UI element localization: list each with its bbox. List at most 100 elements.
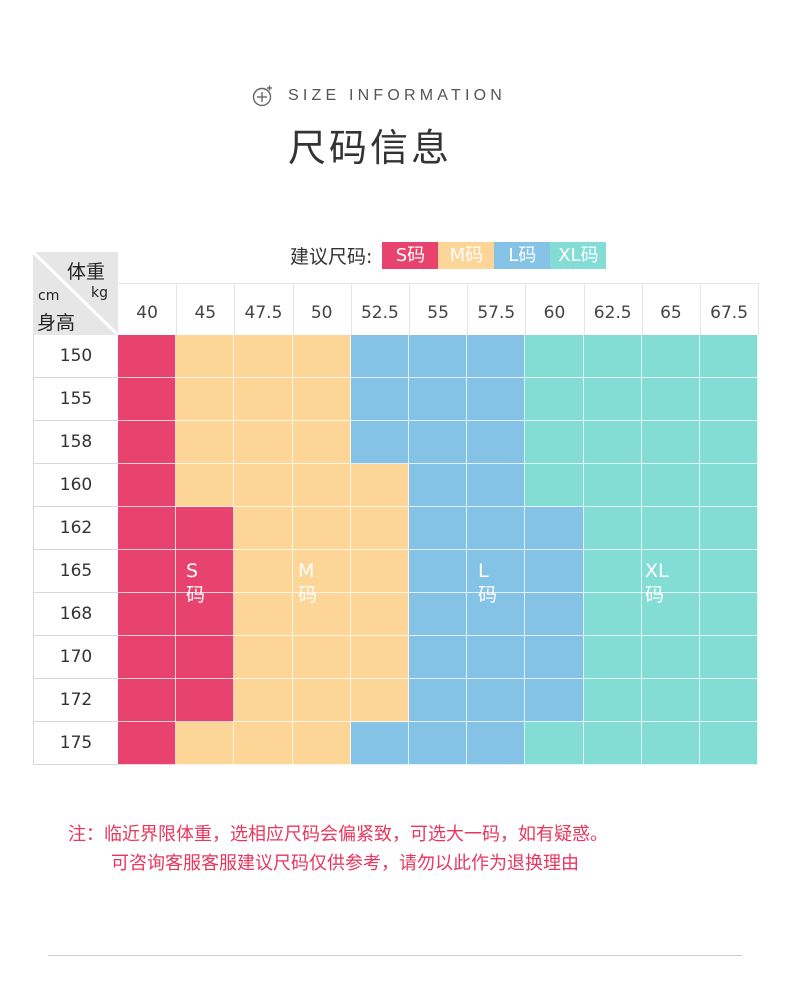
size-cell-xl <box>641 421 700 464</box>
size-cell-xl <box>641 507 700 550</box>
size-cell-s <box>176 636 235 679</box>
size-cell-l <box>409 378 468 421</box>
header-divider <box>118 283 758 284</box>
legend-chip-m: M码 <box>438 242 495 269</box>
size-cell-m <box>350 593 409 636</box>
height-row-header: 160 <box>33 464 118 507</box>
size-cell-xl <box>583 550 642 593</box>
size-cell-l <box>409 550 468 593</box>
size-cell-xl <box>700 722 759 765</box>
weight-column-header: 50 <box>293 283 352 335</box>
weight-column-header: 45 <box>176 283 236 335</box>
size-cell-xl <box>641 550 700 593</box>
size-cell-s <box>176 550 235 593</box>
size-cell-s <box>176 507 235 550</box>
legend-label: 建议尺码: <box>290 246 373 268</box>
size-cell-m <box>292 636 351 679</box>
size-cell-l <box>467 679 526 722</box>
weight-column-header: 57.5 <box>467 283 527 335</box>
size-cell-m <box>292 464 351 507</box>
size-cell-l <box>525 507 584 550</box>
height-row-header: 162 <box>33 507 118 550</box>
size-cell-l <box>409 593 468 636</box>
legend-chip-l: L码 <box>494 242 551 269</box>
size-cell-l <box>409 636 468 679</box>
size-cell-l <box>409 464 468 507</box>
size-cell-m <box>350 507 409 550</box>
size-cell-m <box>234 593 293 636</box>
size-cell-m <box>292 722 351 765</box>
size-cell-m <box>176 335 235 378</box>
size-cell-s <box>118 335 177 378</box>
size-cell-xl <box>700 378 759 421</box>
size-cell-m <box>234 636 293 679</box>
size-cell-xl <box>525 335 584 378</box>
size-cell-m <box>292 335 351 378</box>
size-cell-xl <box>525 421 584 464</box>
size-cell-s <box>118 679 177 722</box>
size-cell-s <box>118 464 177 507</box>
size-cell-l <box>467 378 526 421</box>
size-cell-l <box>409 335 468 378</box>
size-cell-m <box>292 378 351 421</box>
size-cell-m <box>234 335 293 378</box>
size-cell-m <box>234 679 293 722</box>
size-cell-xl <box>583 378 642 421</box>
size-cell-l <box>350 378 409 421</box>
size-cell-xl <box>525 378 584 421</box>
size-cell-l <box>467 464 526 507</box>
size-cell-xl <box>583 335 642 378</box>
height-row-header: 168 <box>33 593 118 636</box>
corner-diagonal <box>33 252 118 335</box>
size-cell-l <box>525 679 584 722</box>
size-cell-xl <box>583 722 642 765</box>
size-cell-m <box>350 550 409 593</box>
size-cell-m <box>234 421 293 464</box>
legend-chip-s: S码 <box>382 242 439 269</box>
zone-label: M码 <box>298 560 318 606</box>
size-cell-l <box>350 335 409 378</box>
height-row-header: 155 <box>33 378 118 421</box>
size-legend: 建议尺码: S码 M码 L码 XL码 <box>290 242 607 269</box>
corner-height-unit: cm <box>38 288 60 304</box>
size-cell-m <box>292 679 351 722</box>
weight-column-header: 60 <box>525 283 585 335</box>
size-cell-l <box>525 636 584 679</box>
size-cell-l <box>467 593 526 636</box>
size-cell-xl <box>641 679 700 722</box>
legend-chip-xl: XL码 <box>550 242 607 269</box>
size-cell-xl <box>583 636 642 679</box>
weight-column-header: 62.5 <box>584 283 643 335</box>
size-cell-m <box>292 421 351 464</box>
height-row-header: 158 <box>33 421 118 464</box>
size-cell-l <box>350 722 409 765</box>
height-row-header: 165 <box>33 550 118 593</box>
size-cell-xl <box>700 550 759 593</box>
weight-column-header: 67.5 <box>700 283 760 335</box>
size-cell-xl <box>583 421 642 464</box>
size-cell-xl <box>641 593 700 636</box>
size-cell-m <box>176 378 235 421</box>
weight-column-header: 55 <box>409 283 469 335</box>
size-cell-xl <box>700 679 759 722</box>
size-cell-l <box>467 507 526 550</box>
weight-column-header: 40 <box>118 283 178 335</box>
footer-divider <box>48 955 742 956</box>
size-cell-s <box>118 550 177 593</box>
table-corner-header: 体重 kg cm 身高 <box>33 252 118 335</box>
size-cell-s <box>118 593 177 636</box>
height-row-header: 150 <box>33 335 118 378</box>
zone-label: XL码 <box>645 560 669 606</box>
eyebrow-text: SIZE INFORMATION <box>288 87 507 104</box>
size-cell-xl <box>641 464 700 507</box>
size-cell-m <box>176 421 235 464</box>
zone-label: S码 <box>186 560 206 606</box>
size-cell-m <box>176 464 235 507</box>
size-cell-m <box>234 378 293 421</box>
size-cell-m <box>176 722 235 765</box>
size-cell-s <box>118 378 177 421</box>
size-cell-m <box>292 550 351 593</box>
size-cell-xl <box>641 636 700 679</box>
size-cell-l <box>409 421 468 464</box>
note-line-2: 可咨询客服客服建议尺码仅供参考，请勿以此作为退换理由 <box>111 853 579 874</box>
